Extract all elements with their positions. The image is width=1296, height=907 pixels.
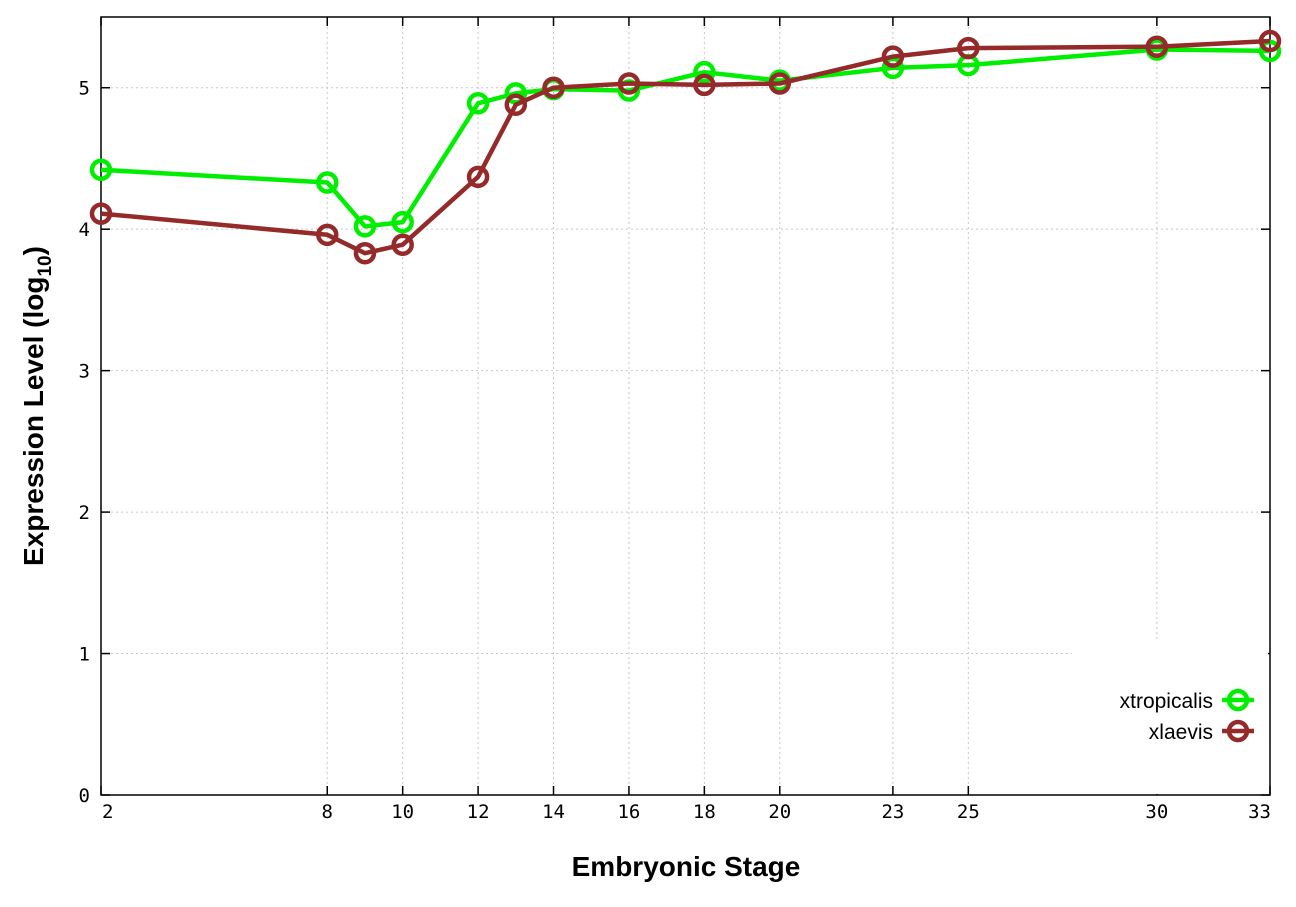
y-tick-label: 5 [79, 78, 90, 100]
data-point-xlaevis [693, 73, 716, 97]
x-tick-label: 8 [322, 801, 333, 823]
legend-label-xlaevis: xlaevis [1149, 721, 1213, 744]
legend: xtropicalis xlaevis [1120, 688, 1254, 744]
legend-label-xtropicalis: xtropicalis [1120, 690, 1213, 713]
y-axis-title-close: ) [18, 246, 49, 255]
x-tick-labels: 2 8 10 12 14 16 18 20 23 25 30 33 [102, 801, 1271, 823]
data-point-xlaevis [353, 241, 377, 265]
data-point-xlaevis [1258, 29, 1282, 53]
x-tick-label: 14 [542, 801, 565, 823]
legend-swatch-marker-xlaevis [1226, 719, 1250, 743]
data-point-xtropicalis [353, 215, 377, 238]
data-point-xlaevis [617, 72, 641, 95]
x-tick-label: 33 [1248, 801, 1271, 823]
x-tick-label: 12 [467, 801, 490, 823]
legend-background [1072, 642, 1268, 794]
series-xlaevis [89, 29, 1282, 265]
x-tick-label: 16 [617, 801, 640, 823]
data-point-xlaevis [391, 233, 414, 256]
data-point-xtropicalis [693, 60, 716, 84]
y-axis-title-subscript: 10 [35, 255, 56, 276]
data-point-xtropicalis [881, 56, 905, 80]
y-tick-label: 1 [79, 644, 90, 666]
x-tick-label: 23 [881, 801, 904, 823]
data-point-xlaevis [881, 45, 905, 68]
series-lines [89, 29, 1282, 265]
data-point-xlaevis [768, 72, 792, 95]
x-tick-label: 25 [957, 801, 980, 823]
plot-frame [100, 16, 1271, 796]
series-xtropicalis [89, 38, 1282, 238]
y-tick-label: 3 [79, 361, 90, 383]
data-point-xlaevis [542, 76, 565, 99]
series-line-xlaevis [100, 38, 1271, 256]
x-tick-label: 30 [1145, 801, 1168, 823]
legend-item-xlaevis: xlaevis [1149, 719, 1254, 744]
x-tick-label: 10 [391, 801, 414, 823]
series-line-xtropicalis [100, 47, 1271, 229]
data-point-xlaevis [957, 36, 980, 60]
legend-swatch-marker-xtropicalis [1226, 688, 1250, 712]
y-tick-label: 4 [79, 219, 90, 241]
data-point-xtropicalis [316, 171, 339, 194]
data-point-xtropicalis [89, 158, 113, 182]
y-axis-title: Expression Level (log10) [18, 246, 56, 566]
data-point-xlaevis [316, 223, 339, 247]
y-axis-title-main: Expression Level (log [18, 277, 49, 566]
legend-item-xtropicalis: xtropicalis [1120, 688, 1254, 713]
y-tick-label: 2 [79, 502, 90, 524]
data-point-xlaevis [1145, 35, 1169, 58]
x-tick-label: 20 [768, 801, 791, 823]
x-tick-label: 18 [693, 801, 716, 823]
y-tick-label: 0 [79, 785, 90, 807]
x-tick-label: 2 [102, 801, 113, 823]
y-tick-labels: 0 1 2 3 4 5 [79, 78, 90, 807]
data-point-xlaevis [89, 202, 113, 225]
data-point-xlaevis [466, 165, 490, 189]
data-point-xtropicalis [466, 92, 490, 115]
data-point-xtropicalis [391, 210, 414, 234]
x-axis-title: Embryonic Stage [572, 851, 801, 882]
data-point-xlaevis [504, 93, 528, 116]
